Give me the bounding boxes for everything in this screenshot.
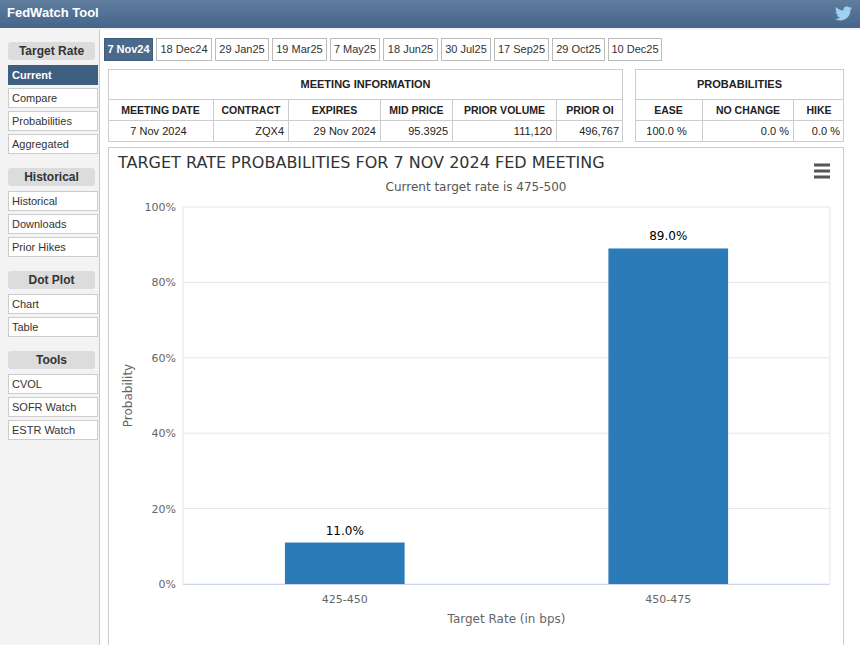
grid-line (183, 357, 830, 358)
header-title: FedWatch Tool (7, 0, 307, 28)
sidebar-header: Tools (8, 351, 95, 369)
tab[interactable]: 18 Dec24 (156, 38, 212, 61)
probabilities-column: HIKE (793, 100, 844, 121)
x-tick-label: 425-450 (322, 593, 368, 606)
y-tick-label: 40% (152, 427, 176, 440)
data-label: 89.0% (649, 229, 687, 243)
meeting-info-value: 7 Nov 2024 (108, 121, 213, 142)
grid-line (183, 508, 830, 509)
meeting-info-column: MID PRICE (380, 100, 452, 121)
sidebar-item[interactable]: Prior Hikes (8, 237, 98, 257)
header-bar (0, 0, 860, 28)
bars (285, 248, 728, 584)
meeting-info-column: MEETING DATE (108, 100, 213, 121)
y-tick-label: 100% (145, 201, 176, 214)
tab[interactable]: 30 Jul25 (441, 38, 491, 61)
chart-panel (108, 147, 844, 645)
sidebar-item[interactable]: CVOL (8, 374, 98, 394)
meeting-info-column: PRIOR VOLUME (452, 100, 556, 121)
meeting-info-column: EXPIRES (288, 100, 380, 121)
y-tick-label: 60% (152, 352, 176, 365)
y-tick-label: 80% (152, 276, 176, 289)
menu-line (814, 164, 830, 167)
sidebar-header: Historical (8, 168, 95, 186)
sidebar-header: Target Rate (8, 42, 95, 60)
sidebar-item[interactable]: Compare (8, 88, 98, 108)
chart-title: TARGET RATE PROBABILITIES FOR 7 NOV 2024… (117, 153, 605, 172)
probabilities-column: EASE (635, 100, 702, 121)
probabilities-value: 100.0 % (635, 121, 702, 142)
sidebar-item[interactable]: Historical (8, 191, 98, 211)
menu-line (814, 170, 830, 173)
menu-icon[interactable] (814, 164, 830, 179)
sidebar-header: Dot Plot (8, 271, 95, 289)
probabilities-value: 0.0 % (793, 121, 844, 142)
probabilities-column: NO CHANGE (702, 100, 793, 121)
grid-line (183, 207, 830, 208)
sidebar-item[interactable]: Table (8, 317, 98, 337)
tab[interactable]: 29 Jan25 (215, 38, 269, 61)
sidebar-item[interactable]: Downloads (8, 214, 98, 234)
meeting-info-value: ZQX4 (213, 121, 288, 142)
tab[interactable]: 7 May25 (330, 38, 380, 61)
x-tick-label: 450-475 (645, 593, 691, 606)
y-tick-label: 0% (159, 578, 176, 591)
tab[interactable]: 18 Jun25 (383, 38, 438, 61)
tab[interactable]: 10 Dec25 (608, 38, 662, 61)
sidebar-item[interactable]: Current (8, 65, 98, 85)
bar (608, 248, 728, 584)
data-label: 11.0% (326, 524, 364, 538)
sidebar-item[interactable]: Probabilities (8, 111, 98, 131)
y-tick-label: 20% (152, 503, 176, 516)
tab[interactable]: 19 Mar25 (272, 38, 327, 61)
twitter-icon[interactable] (835, 6, 853, 22)
meeting-info-title: MEETING INFORMATION (108, 69, 623, 100)
grid-line (183, 433, 830, 434)
x-axis-line (183, 584, 830, 585)
meeting-info-value: 111,120 (452, 121, 556, 142)
x-axis-title: Target Rate (in bps) (447, 612, 566, 626)
meeting-info-value: 95.3925 (380, 121, 452, 142)
chart: TARGET RATE PROBABILITIES FOR 7 NOV 2024… (0, 0, 860, 645)
probabilities-title: PROBABILITIES (635, 69, 844, 100)
meeting-info-value: 496,767 (556, 121, 623, 142)
tab[interactable]: 29 Oct25 (552, 38, 605, 61)
sidebar-item[interactable]: Aggregated (8, 134, 98, 154)
grid-line (183, 584, 830, 585)
chart-subtitle: Current target rate is 475-500 (386, 180, 567, 194)
meeting-info-column: CONTRACT (213, 100, 288, 121)
plot-right-line (830, 207, 831, 584)
probabilities-value: 0.0 % (702, 121, 793, 142)
tab[interactable]: 17 Sep25 (494, 38, 549, 61)
meeting-info-column: PRIOR OI (556, 100, 623, 121)
menu-line (814, 176, 830, 179)
sidebar-item[interactable]: SOFR Watch (8, 397, 98, 417)
y-axis-line (183, 207, 184, 584)
meeting-info-value: 29 Nov 2024 (288, 121, 380, 142)
y-axis-title: Probability (121, 364, 135, 427)
grid-line (183, 282, 830, 283)
bar (285, 543, 405, 584)
tab[interactable]: 7 Nov24 (104, 38, 153, 61)
sidebar-item[interactable]: ESTR Watch (8, 420, 98, 440)
sidebar-item[interactable]: Chart (8, 294, 98, 314)
